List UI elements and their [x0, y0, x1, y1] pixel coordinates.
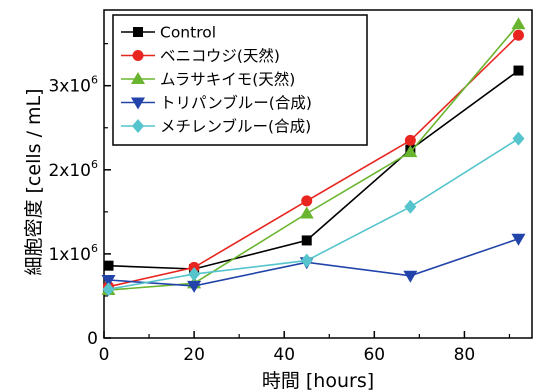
series-line: [109, 139, 519, 290]
data-point: [104, 261, 114, 271]
y-tick-label: 1x106: [48, 242, 98, 265]
legend: Control ベニコウジ(天然) ムラサキイモ(天然) トリパンブルー(合成) メチレ…: [113, 15, 367, 145]
legend-label: メチレンブルー(合成): [160, 117, 311, 136]
series-4: [102, 234, 526, 293]
legend-label: ムラサキイモ(天然): [160, 71, 295, 89]
data-point: [513, 30, 524, 41]
data-point: [300, 207, 314, 219]
legend-label: トリパンブルー(合成): [160, 93, 312, 112]
x-tick-label: 40: [273, 345, 295, 365]
data-point: [302, 235, 312, 245]
data-point: [511, 17, 525, 29]
y-tick-label: 2x106: [48, 158, 98, 181]
legend-label: Control: [160, 24, 216, 42]
data-point: [513, 66, 523, 76]
x-axis: 0 20 40 60 80: [99, 331, 510, 365]
x-tick-label: 20: [183, 345, 205, 365]
legend-marker: [133, 27, 143, 37]
y-axis-title: 細胞密度 [cells / mL]: [23, 88, 45, 275]
data-point: [512, 132, 524, 146]
y-tick-label: 0: [87, 329, 98, 349]
data-point: [405, 135, 416, 146]
y-axis: 0 1x106 2x106 3x106: [48, 44, 111, 349]
data-point: [301, 195, 312, 206]
series-5: [103, 132, 525, 297]
x-tick-label: 0: [99, 345, 110, 365]
y-tick-label: 3x106: [48, 74, 98, 97]
x-axis-title: 時間 [hours]: [262, 370, 374, 392]
data-point: [404, 200, 416, 214]
x-tick-label: 60: [363, 345, 385, 365]
x-tick-label: 80: [454, 345, 476, 365]
legend-label: ベニコウジ(天然): [160, 47, 280, 65]
data-point: [301, 254, 313, 268]
legend-marker: [133, 50, 144, 61]
data-point: [403, 271, 417, 283]
